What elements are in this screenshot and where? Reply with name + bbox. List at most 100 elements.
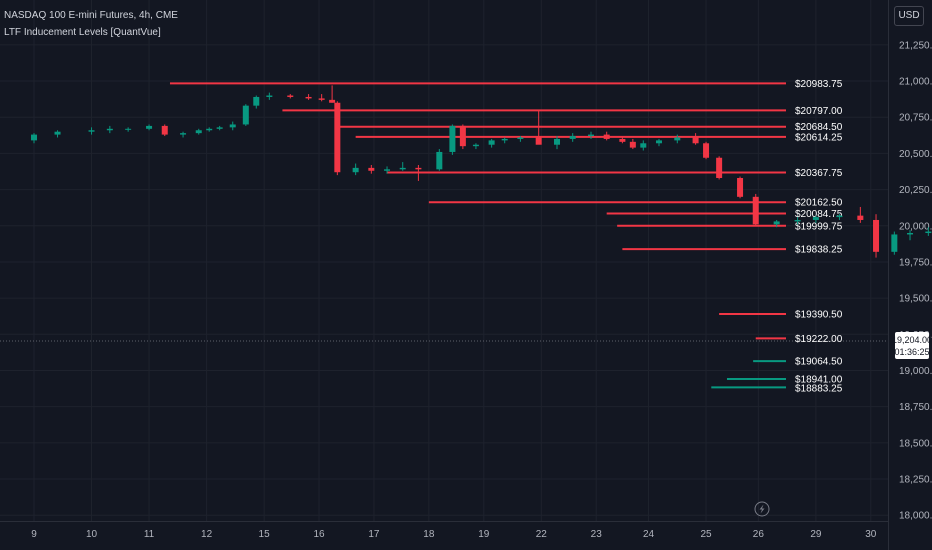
candle-body [907, 233, 914, 235]
candle-body [206, 128, 213, 131]
candle-body [399, 167, 406, 170]
candle-body [674, 137, 681, 141]
inducement-level-label: $19222.00 [795, 334, 843, 345]
candle-body [368, 167, 375, 171]
y-tick-label: 20,250.00 [899, 185, 932, 196]
candle-body [229, 124, 236, 128]
candle-body [655, 140, 662, 144]
inducement-level-label: $18883.25 [795, 384, 843, 395]
candle-body [318, 98, 325, 100]
candle-countdown: 01:36:25 [894, 347, 929, 357]
inducement-level-label: $19390.50 [795, 309, 843, 320]
candle-body [692, 137, 699, 144]
candle-body [329, 99, 336, 103]
y-tick-label: 19,000.00 [899, 366, 932, 377]
y-tick-label: 18,750.00 [899, 402, 932, 413]
x-tick-label: 15 [259, 529, 271, 540]
candle-body [449, 125, 456, 152]
candle-body [891, 234, 898, 252]
candle-body [253, 96, 260, 106]
candle-body [857, 215, 864, 220]
candle-body [384, 169, 391, 171]
y-tick-label: 19,750.00 [899, 257, 932, 268]
candle-body [703, 143, 710, 158]
candle-body [925, 231, 932, 234]
chart-title: NASDAQ 100 E-mini Futures, 4h, CME [4, 10, 178, 21]
candle-body [54, 131, 61, 135]
y-tick-label: 18,000.00 [899, 511, 932, 522]
candle-body [737, 178, 744, 197]
candle-body [488, 140, 495, 145]
x-tick-label: 25 [700, 529, 712, 540]
inducement-level-label: $20084.75 [795, 209, 843, 220]
indicator-label[interactable]: LTF Inducement Levels [QuantVue] [4, 27, 161, 38]
candle-body [334, 102, 341, 173]
x-tick-label: 9 [31, 529, 37, 540]
inducement-level-label: $19838.25 [795, 245, 843, 256]
x-tick-label: 10 [86, 529, 98, 540]
x-tick-label: 19 [478, 529, 490, 540]
inducement-level-label: $20983.75 [795, 79, 843, 90]
x-tick-label: 23 [591, 529, 603, 540]
candle-body [161, 125, 168, 135]
candle-body [305, 96, 312, 99]
inducement-level-label: $20367.75 [795, 168, 843, 179]
candle-body [554, 138, 560, 145]
x-tick-label: 22 [536, 529, 548, 540]
x-tick-label: 11 [144, 529, 155, 540]
candle-body [216, 127, 223, 129]
inducement-level-label: $20614.25 [795, 132, 843, 143]
y-tick-label: 18,500.00 [899, 438, 932, 449]
y-tick-label: 21,250.00 [899, 40, 932, 51]
x-tick-label: 17 [368, 529, 380, 540]
candle-body [459, 125, 466, 147]
y-tick-label: 20,500.00 [899, 149, 932, 160]
inducement-level-label: $20797.00 [795, 106, 843, 117]
candle-body [794, 219, 801, 222]
x-tick-label: 24 [643, 529, 655, 540]
candle-body [629, 141, 636, 148]
x-tick-label: 26 [753, 529, 765, 540]
y-tick-label: 20,750.00 [899, 113, 932, 124]
y-tick-label: 21,000.00 [899, 77, 932, 88]
current-price-tag [895, 331, 929, 359]
inducement-level-label: $19064.50 [795, 357, 843, 368]
candle-body [436, 151, 443, 170]
x-tick-label: 18 [423, 529, 435, 540]
candle-body [125, 128, 132, 130]
candle-body [242, 105, 249, 125]
currency-button[interactable]: USD [894, 6, 924, 26]
candle-body [287, 95, 294, 97]
inducement-level-label: $18941.00 [795, 375, 843, 386]
candle-body [352, 167, 359, 173]
x-tick-label: 30 [865, 529, 877, 540]
y-tick-label: 19,500.00 [899, 294, 932, 305]
inducement-level-label: $20684.50 [795, 122, 843, 133]
x-tick-label: 16 [313, 529, 325, 540]
candle-body [752, 196, 759, 225]
candle-body [266, 95, 273, 97]
inducement-level-label: $20162.50 [795, 198, 843, 209]
candle-body [31, 134, 37, 141]
candle-body [146, 125, 153, 129]
candle-body [603, 134, 610, 139]
lightning-icon[interactable] [754, 501, 770, 517]
candle-body [773, 221, 780, 225]
candle-body [716, 157, 723, 179]
x-tick-label: 29 [810, 529, 822, 540]
candle-body [569, 136, 576, 139]
candle-body [640, 143, 647, 148]
current-price-value: 19,204.00 [892, 335, 932, 345]
candle-body [88, 130, 95, 132]
candle-body [501, 138, 508, 141]
candle-body [619, 138, 626, 142]
candle-body [836, 215, 843, 218]
candle-body [517, 137, 524, 139]
inducement-level-label: $19999.75 [795, 221, 843, 232]
candle-body [873, 219, 880, 252]
candle-body [180, 133, 187, 135]
candle-body [535, 137, 542, 145]
y-tick-label: 18,250.00 [899, 475, 932, 486]
